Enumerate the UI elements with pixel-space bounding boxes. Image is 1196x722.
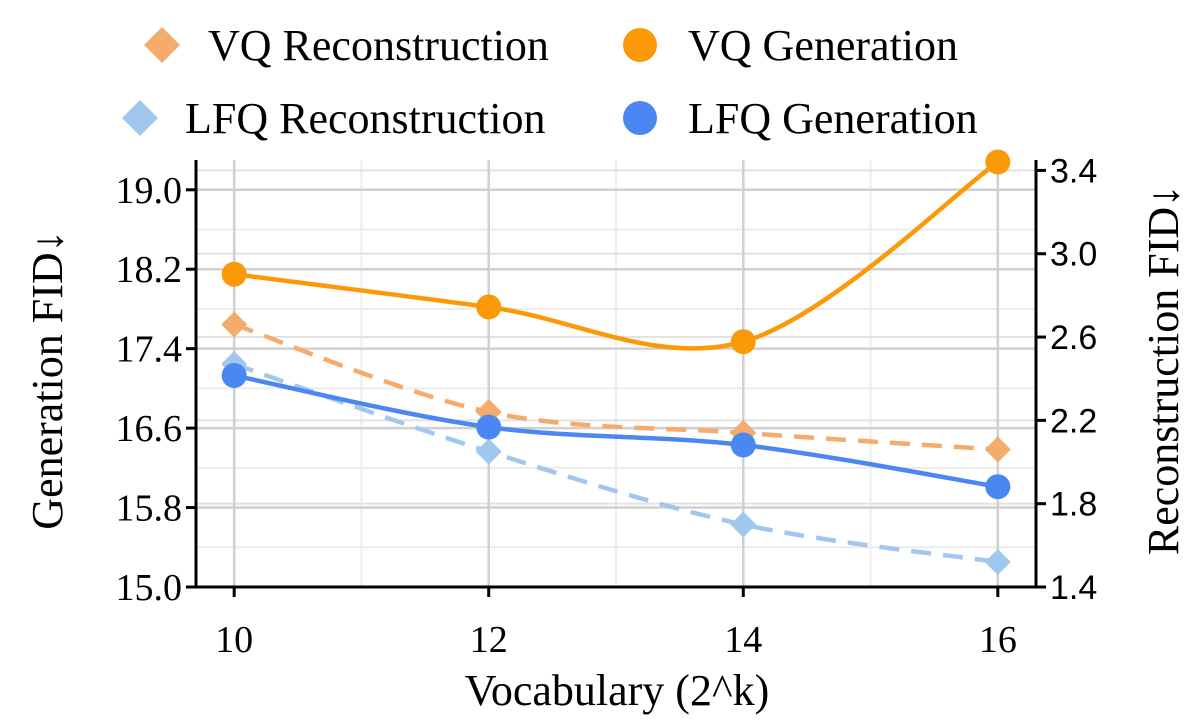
left-y-tick-label: 19.0: [116, 170, 183, 212]
right-y-tick-label: 3.4: [1050, 152, 1097, 190]
lfq-reconstruction-point: [730, 511, 757, 538]
left-y-tick-label: 15.0: [116, 567, 183, 609]
legend-marker: [623, 28, 657, 62]
grid: [196, 160, 1036, 589]
lfq-reconstruction-line: [233, 361, 999, 565]
legend-label: VQ Generation: [688, 21, 958, 70]
vq-generation-line: [233, 160, 1000, 351]
legend-label: VQ Reconstruction: [208, 21, 549, 70]
series-layer: [221, 149, 1011, 576]
axes: 15.0 15.8 16.6 17.4 18.2 19.0 1.4 1.8 2.2 2.6 3.0 3…: [116, 152, 1098, 661]
x-tick-label: 14: [724, 619, 762, 661]
lfq-generation-line: [233, 373, 999, 489]
vq-generation-point: [221, 261, 247, 287]
legend-label: LFQ Reconstruction: [185, 94, 546, 143]
right-y-tick-label: 3.0: [1050, 236, 1097, 274]
lfq-reconstruction-point: [475, 438, 502, 465]
left-y-tick-label: 18.2: [116, 249, 183, 291]
right-y-tick-label: 1.8: [1050, 486, 1097, 524]
vq-generation-point: [985, 149, 1011, 175]
axis-labels: Vocabulary (2^k) Generation FID↓ Reconst…: [23, 185, 1188, 715]
lfq-generation-point: [476, 414, 502, 440]
x-tick-label: 12: [470, 619, 508, 661]
left-y-tick-label: 17.4: [116, 329, 183, 371]
series-lfq-reconstruction: [221, 351, 1011, 576]
legend-label: LFQ Generation: [688, 94, 978, 143]
lfq-generation-point: [985, 474, 1011, 500]
series-vq-generation: [221, 149, 1011, 355]
left-y-axis-label: Generation FID↓: [23, 230, 72, 529]
lfq-generation-point: [730, 432, 756, 458]
x-axis-label: Vocabulary (2^k): [465, 666, 770, 715]
x-tick-label: 10: [215, 619, 253, 661]
right-y-tick-label: 1.4: [1050, 569, 1097, 607]
right-y-tick-label: 2.6: [1050, 319, 1097, 357]
left-y-tick-label: 15.8: [116, 488, 183, 530]
lfq-generation-point: [221, 362, 247, 388]
legend: VQ Reconstruction VQ Generation LFQ Recons…: [122, 21, 978, 143]
vq-reconstruction-point: [221, 311, 248, 338]
vq-reconstruction-point: [984, 436, 1011, 463]
right-y-tick-label: 2.2: [1050, 402, 1097, 440]
vq-generation-point: [476, 294, 502, 320]
right-y-axis-label: Reconstruction FID↓: [1139, 185, 1188, 555]
vq-reconstruction-line: [233, 322, 998, 452]
legend-item-lfq-generation: LFQ Generation: [623, 94, 978, 143]
vq-generation-point: [730, 329, 756, 355]
legend-marker: [623, 101, 657, 135]
legend-marker: [144, 27, 180, 63]
lfq-reconstruction-point: [984, 549, 1011, 576]
x-tick-label: 16: [979, 619, 1017, 661]
legend-item-vq-reconstruction: VQ Reconstruction: [144, 21, 549, 70]
legend-item-vq-generation: VQ Generation: [623, 21, 958, 70]
legend-marker: [122, 100, 158, 136]
legend-item-lfq-reconstruction: LFQ Reconstruction: [122, 94, 546, 143]
series-lfq-generation: [221, 362, 1011, 500]
left-y-tick-label: 16.6: [116, 408, 183, 450]
